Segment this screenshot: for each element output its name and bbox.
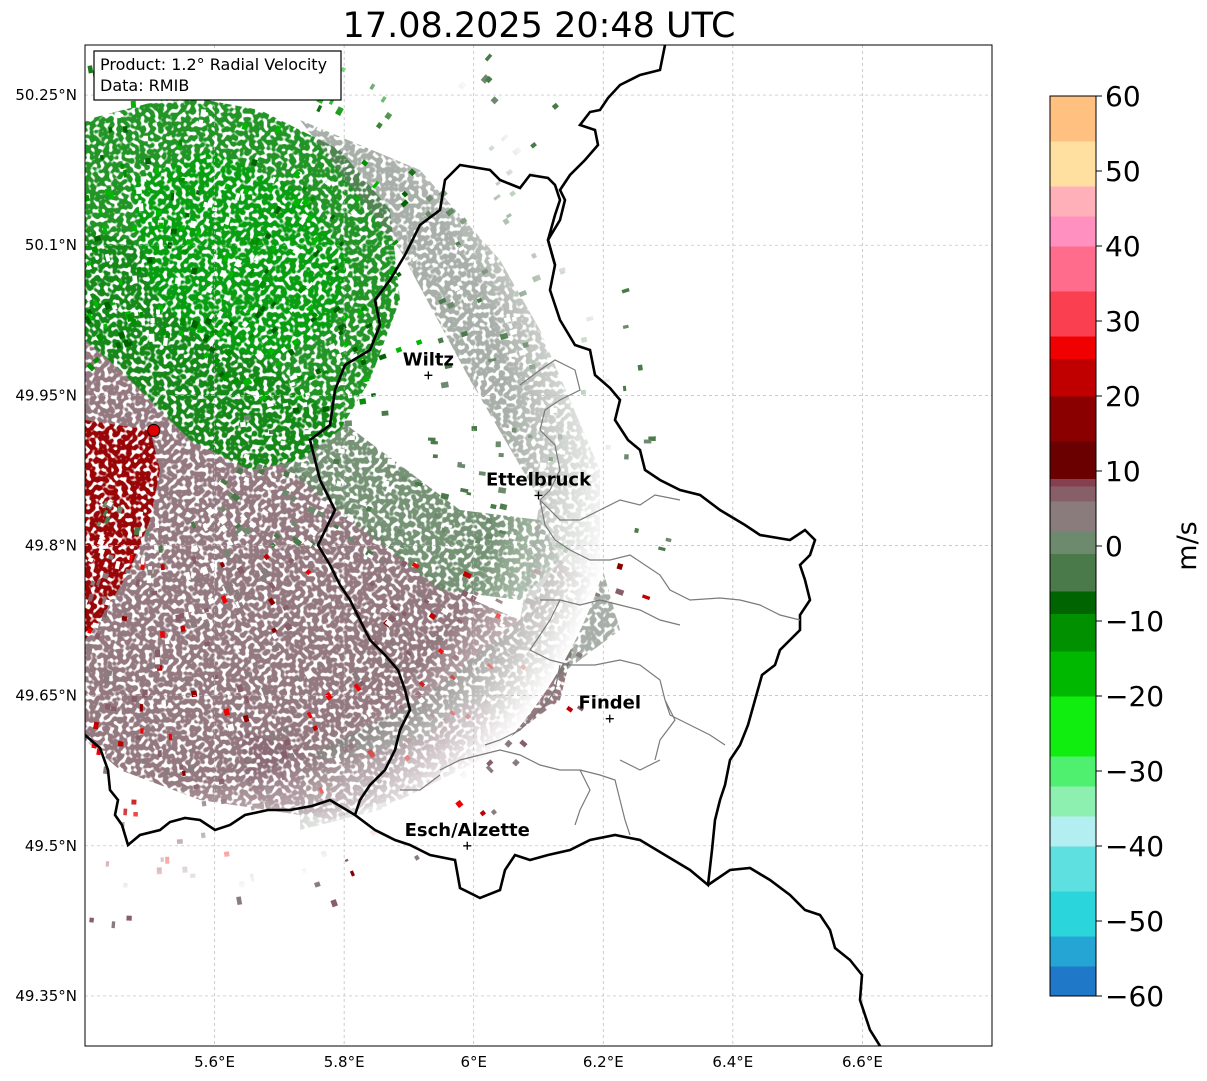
colorbar-tick-label: −60 xyxy=(1105,980,1164,1013)
info-box-frame xyxy=(93,50,342,101)
country-border-germany-east xyxy=(546,45,667,266)
colorbar-band xyxy=(1050,336,1096,359)
colorbar-band xyxy=(1050,186,1096,217)
city-label: Ettelbruck xyxy=(486,469,592,490)
lat-tick-label: 49.65°N xyxy=(15,687,77,705)
colorbar-ticks: 60 50 40 30 20 10 0 −10 −20 −30 −40 −50 −60 xyxy=(1096,80,1164,1013)
colorbar-band xyxy=(1050,246,1096,292)
canton-borders xyxy=(400,359,801,836)
colorbar-band xyxy=(1050,486,1096,502)
country-border-luxembourg xyxy=(308,163,817,900)
colorbar-band xyxy=(1050,613,1096,652)
lon-tick-label: 6.6°E xyxy=(842,1053,883,1071)
info-box: Product: 1.2° Radial Velocity Data: RMIB xyxy=(93,50,342,101)
colorbar-band xyxy=(1050,358,1096,397)
colorbar-band xyxy=(1050,756,1096,787)
colorbar-band xyxy=(1050,936,1096,967)
colorbar-tick-label: 30 xyxy=(1105,305,1141,338)
colorbar-band xyxy=(1050,891,1096,937)
colorbar-band xyxy=(1050,396,1096,442)
colorbar-band xyxy=(1050,441,1096,479)
map-frame xyxy=(84,44,993,1047)
country-border-france-south xyxy=(85,734,356,848)
colorbar-band xyxy=(1050,553,1096,592)
city-label: Findel xyxy=(578,693,641,714)
colorbar-band xyxy=(1050,816,1096,847)
colorbar-band xyxy=(1050,696,1096,757)
colorbar-tick-label: 10 xyxy=(1105,455,1141,488)
colorbar-tick-label: 20 xyxy=(1105,380,1141,413)
lon-tick-label: 6.2°E xyxy=(583,1053,624,1071)
colorbar-tick-label: 40 xyxy=(1105,230,1141,263)
lon-tick-label: 5.6°E xyxy=(194,1053,235,1071)
lat-tick-label: 49.95°N xyxy=(15,386,77,404)
colorbar-band xyxy=(1050,786,1096,817)
colorbar-bands xyxy=(1050,96,1096,997)
colorbar-tick-label: −40 xyxy=(1105,830,1164,863)
country-border-germany-southeast xyxy=(707,866,882,1046)
lat-tick-label: 49.35°N xyxy=(15,987,77,1005)
colorbar: 60 50 40 30 20 10 0 −10 −20 −30 −40 −50 −60 m/s xyxy=(1049,80,1203,1013)
colorbar-tick-label: −20 xyxy=(1105,680,1164,713)
info-box-data-source: Data: RMIB xyxy=(100,76,189,95)
colorbar-band xyxy=(1050,846,1096,892)
colorbar-band xyxy=(1050,141,1096,187)
colorbar-tick-label: 50 xyxy=(1105,155,1141,188)
colorbar-unit-label: m/s xyxy=(1172,521,1203,570)
radar-echo-layer xyxy=(85,45,685,945)
colorbar-band xyxy=(1050,478,1096,487)
lon-tick-label: 5.8°E xyxy=(324,1053,365,1071)
city-marker xyxy=(534,491,543,500)
lon-axis: 5.6°E 5.8°E 6°E 6.2°E 6.4°E 6.6°E xyxy=(194,1053,883,1071)
city-marker xyxy=(463,841,472,850)
colorbar-band xyxy=(1050,96,1096,142)
city-marker xyxy=(605,714,614,723)
city-label: Esch/Alzette xyxy=(405,820,530,841)
info-box-product: Product: 1.2° Radial Velocity xyxy=(100,55,327,74)
lat-tick-label: 50.1°N xyxy=(25,236,77,254)
colorbar-band xyxy=(1050,651,1096,697)
colorbar-tick-label: −10 xyxy=(1105,605,1164,638)
echo-range-fade xyxy=(85,45,625,900)
colorbar-tick-label: −50 xyxy=(1105,905,1164,938)
map-title: 17.08.2025 20:48 UTC xyxy=(343,6,736,46)
lat-axis: 50.25°N 50.1°N 49.95°N 49.8°N 49.65°N 49.5°N 4… xyxy=(15,86,77,1005)
lat-tick-label: 50.25°N xyxy=(15,86,77,104)
lat-tick-label: 49.5°N xyxy=(25,837,77,855)
city-label: Wiltz xyxy=(403,349,454,370)
lon-tick-label: 6°E xyxy=(460,1053,487,1071)
map-borders xyxy=(85,45,882,1046)
radar-site-marker xyxy=(147,423,161,437)
colorbar-band xyxy=(1050,216,1096,247)
city-markers: Wiltz Ettelbruck Findel Esch/Alzette xyxy=(403,349,641,850)
colorbar-tick-label: −30 xyxy=(1105,755,1164,788)
colorbar-band xyxy=(1050,591,1096,614)
colorbar-band xyxy=(1050,291,1096,337)
colorbar-band xyxy=(1050,501,1096,532)
colorbar-tick-label: 0 xyxy=(1105,530,1123,563)
city-marker xyxy=(424,371,433,380)
colorbar-band xyxy=(1050,966,1096,997)
colorbar-tick-label: 60 xyxy=(1105,80,1141,113)
lat-tick-label: 49.8°N xyxy=(25,537,77,555)
colorbar-band xyxy=(1050,531,1096,554)
lon-tick-label: 6.4°E xyxy=(712,1053,753,1071)
